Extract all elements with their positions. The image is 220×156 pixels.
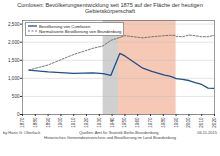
svg-text:2020: 2020 [212,117,217,128]
html-text:Bevölkerung von Cumlosen: Bevölkerung von Cumlosen [39,23,91,29]
svg-text:500: 500 [12,94,20,99]
svg-text:1970: 1970 [148,117,153,128]
svg-text:1990: 1990 [174,117,179,128]
html-text:Historisches Gemeindeverzeichn: Historisches Gemeindeverzeichnis und Bev… [44,134,176,140]
html-text:Quellen: Amt für Statistik Ber: Quellen: Amt für Statistik Berlin-Brande… [78,129,159,135]
svg-text:1960: 1960 [135,117,140,128]
svg-text:0: 0 [17,112,20,117]
svg-text:1920: 1920 [84,117,89,128]
svg-text:1870: 1870 [20,117,25,128]
svg-text:1950: 1950 [122,117,127,128]
html-text:Cumlosen: Bevölkerungsentwickl: Cumlosen: Bevölkerungsentwicklung seit 1… [17,2,203,15]
svg-text:1930: 1930 [97,117,102,128]
svg-text:2,500: 2,500 [8,21,20,26]
svg-text:1880: 1880 [33,117,38,128]
svg-text:1900: 1900 [58,117,63,128]
html-text:Normalisierte Bevölkerung von: Normalisierte Bevölkerung von Brandenbur… [39,28,122,34]
svg-text:1910: 1910 [71,117,76,128]
svg-text:2,000: 2,000 [8,39,20,44]
svg-text:1,500: 1,500 [8,58,20,63]
svg-text:1,000: 1,000 [8,76,20,81]
svg-text:2000: 2000 [186,117,191,128]
svg-text:1940: 1940 [110,117,115,128]
svg-text:2010: 2010 [199,117,204,128]
html-text:by Hans G. Oberlack: by Hans G. Oberlack [3,129,41,135]
html-text:06.11.2015: 06.11.2015 [197,129,217,135]
svg-text:1890: 1890 [46,117,51,128]
svg-text:1980: 1980 [161,117,166,128]
